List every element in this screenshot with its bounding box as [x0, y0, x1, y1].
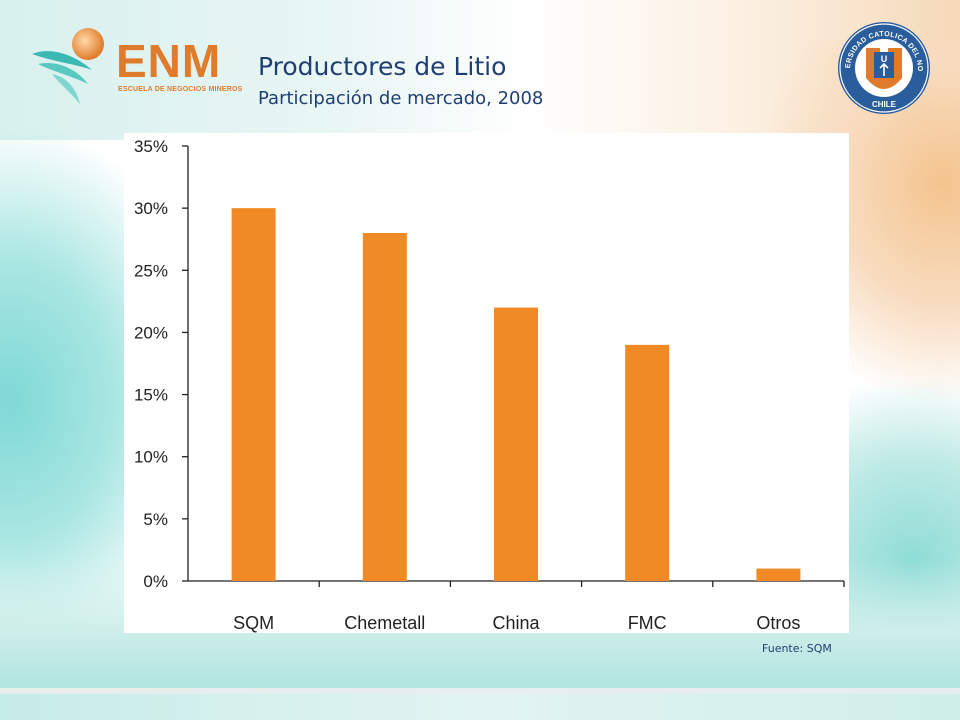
category-label: FMC	[628, 613, 667, 633]
y-tick-label: 25%	[134, 261, 168, 280]
enm-swoosh-icon	[32, 28, 104, 104]
bar-otros	[756, 568, 801, 581]
y-tick-label: 0%	[143, 572, 168, 591]
bar-china	[494, 307, 538, 581]
seal-letter: U	[881, 54, 888, 64]
bar-chemetall	[362, 233, 407, 581]
y-tick-label: 5%	[143, 510, 168, 529]
chart-svg: 0% 5% 10% 15% 20% 25% 30% 35% SQM Chemetall China…	[134, 137, 845, 633]
category-label: Chemetall	[344, 613, 425, 633]
seal-country: CHILE	[872, 100, 897, 109]
category-label: Otros	[756, 613, 800, 633]
category-labels: SQM Chemetall China FMC Otros	[233, 613, 800, 633]
y-tick-label: 15%	[134, 386, 168, 405]
y-tick-labels: 0% 5% 10% 15% 20% 25% 30% 35%	[134, 137, 168, 591]
bars	[231, 208, 801, 581]
y-tick-label: 35%	[134, 137, 168, 156]
bar-chart: 0% 5% 10% 15% 20% 25% 30% 35% SQM Chemetall China…	[124, 133, 849, 633]
page-title: Productores de Litio	[258, 52, 507, 81]
y-tick-label: 20%	[134, 323, 168, 342]
enm-logo: ENM ESCUELA DE NEGOCIOS MINEROS	[30, 26, 243, 110]
category-label: China	[492, 613, 540, 633]
university-seal: UNIVERSIDAD CATOLICA DEL NORTE CHILE U	[833, 13, 932, 116]
university-seal-icon: UNIVERSIDAD CATOLICA DEL NORTE CHILE U	[833, 13, 930, 114]
enm-tagline: ESCUELA DE NEGOCIOS MINEROS	[118, 86, 243, 93]
y-tick-label: 30%	[134, 199, 168, 218]
bar-fmc	[625, 344, 670, 581]
y-tick-label: 10%	[134, 448, 168, 467]
source-note: Fuente: SQM	[762, 642, 832, 655]
category-label: SQM	[233, 613, 274, 633]
enm-wordmark: ENM	[116, 35, 222, 87]
bar-sqm	[231, 208, 276, 581]
page-subtitle: Participación de mercado, 2008	[258, 88, 544, 109]
